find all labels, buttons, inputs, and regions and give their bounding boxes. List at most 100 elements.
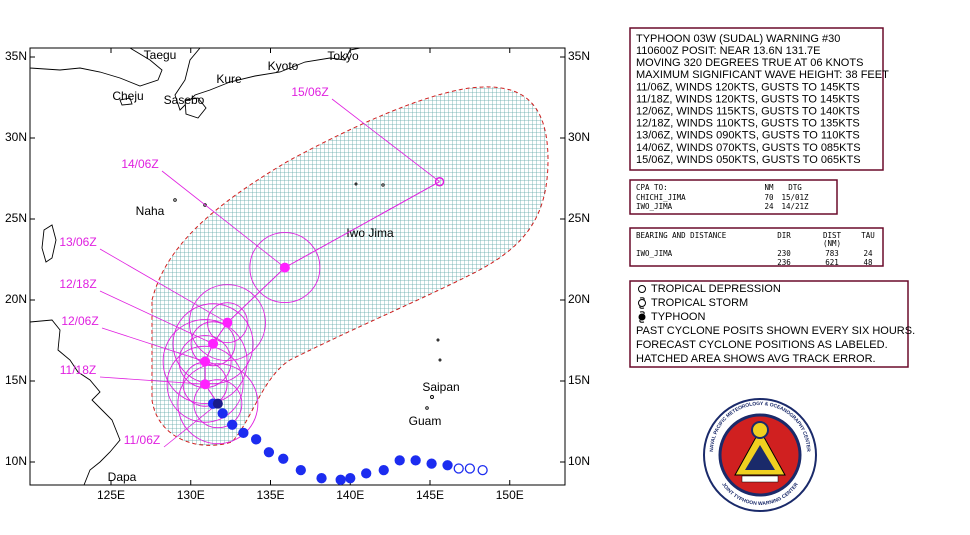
warning-line: 110600Z POSIT: NEAR 13.6N 131.7E: [636, 45, 820, 57]
lat-label: 20N: [568, 292, 590, 306]
legend-box: [629, 280, 909, 368]
forecast-label: 12/06Z: [61, 314, 98, 328]
lat-label: 25N: [5, 211, 27, 225]
cpa-cell: CHICHI_JIMA: [636, 193, 686, 202]
place-name: Saipan: [422, 380, 459, 394]
past-position: [394, 455, 405, 466]
forecast-label: 11/18Z: [60, 363, 96, 377]
forecast-position: [200, 379, 211, 390]
place-name: Iwo Jima: [346, 226, 394, 240]
lat-label: 30N: [5, 130, 27, 144]
map: [30, 48, 565, 485]
bearing-cell: 783: [825, 249, 839, 258]
leader-line: [99, 248, 228, 324]
past-position: [426, 458, 437, 469]
forecast-label: 12/18Z: [59, 277, 96, 291]
place-name: Guam: [409, 414, 442, 428]
lat-label: 25N: [568, 211, 590, 225]
wind-radius: [188, 284, 266, 362]
past-position: [442, 460, 453, 471]
past-position: [477, 464, 488, 476]
leader-line: [99, 290, 214, 345]
bearing-header: TAU: [861, 231, 875, 240]
lon-label: 130E: [177, 488, 205, 502]
warning-line: TYPHOON 03W (SUDAL) WARNING #30: [636, 33, 840, 45]
place-name: Kure: [216, 72, 242, 86]
past-position: [238, 427, 249, 438]
legend-symbols: [638, 285, 646, 323]
land: [30, 48, 442, 485]
forecast-position: [208, 338, 219, 349]
bearing-cell: 230: [777, 249, 791, 258]
map-frame: [29, 47, 566, 486]
legend-note: HATCHED AREA SHOWS AVG TRACK ERROR.: [636, 353, 876, 365]
bearing-header: DIST: [823, 231, 842, 240]
lon-label: 140E: [336, 488, 364, 502]
warning-line: 12/18Z, WINDS 110KTS, GUSTS TO 135KTS: [636, 118, 860, 130]
forecast-label: 15/06Z: [291, 85, 328, 99]
warning-line: MAXIMUM SIGNIFICANT WAVE HEIGHT: 38 FEET: [636, 69, 889, 81]
bearing-header: DIR: [777, 231, 791, 240]
forecast-label: 13/06Z: [59, 235, 96, 249]
wind-radius: [172, 303, 254, 385]
past-position: [335, 474, 346, 485]
past-position: [227, 419, 238, 430]
past-position: [464, 463, 476, 474]
past-position: [453, 463, 464, 474]
cpa-cell: 70: [764, 193, 774, 202]
forecast-position: [434, 176, 445, 187]
lat-label: 35N: [568, 49, 590, 63]
lat-label: 10N: [568, 454, 590, 468]
leader-line: [331, 98, 440, 183]
warning-line: 11/18Z, WINDS 120KTS, GUSTS TO 145KTS: [636, 93, 860, 105]
past-position: [378, 464, 389, 476]
place-name: Kyoto: [268, 59, 299, 73]
wind-radius: [193, 379, 243, 429]
lat-label: 15N: [568, 373, 590, 387]
warning-line: MOVING 320 DEGREES TRUE AT 06 KNOTS: [636, 57, 863, 69]
warning-line: 12/06Z, WINDS 115KTS, GUSTS TO 140KTS: [636, 106, 860, 118]
legend-item: TYPHOON: [651, 311, 705, 323]
forecast-label: 11/06Z: [124, 433, 160, 447]
past-position: [217, 408, 228, 419]
lon-label: 125E: [97, 488, 125, 502]
place-name: Tokyo: [327, 49, 359, 63]
past-position: [250, 434, 262, 445]
cpa-cell: 15/01Z: [781, 193, 809, 202]
bearing-cell: 24: [863, 249, 873, 258]
lat-label: 15N: [5, 373, 27, 387]
past-position: [316, 473, 327, 484]
bearing-cell: 236: [777, 258, 791, 267]
past-position: [361, 468, 372, 479]
legend-item: TROPICAL STORM: [651, 297, 748, 309]
forecast-position: [279, 262, 290, 273]
past-position: [345, 473, 356, 484]
lon-label: 145E: [416, 488, 444, 502]
place-name: Dapa: [108, 470, 137, 484]
cpa-cell: 24: [764, 202, 774, 211]
place-name: Naha: [136, 204, 165, 218]
forecast-label: 14/06Z: [121, 157, 158, 171]
warning-box: [629, 27, 884, 171]
wind-radius: [162, 319, 248, 405]
wind-radius: [190, 321, 236, 367]
wind-radius: [177, 363, 259, 445]
place-name: Cheju: [112, 89, 143, 103]
legend-note: FORECAST CYCLONE POSITIONS AS LABELED.: [636, 339, 888, 351]
place-name: Taegu: [144, 48, 177, 62]
bearing-box: [629, 227, 884, 267]
lon-label: 150E: [496, 488, 524, 502]
past-position: [410, 455, 421, 466]
cpa-header: CPA TO:: [636, 183, 668, 192]
warning-line: 11/06Z, WINDS 120KTS, GUSTS TO 145KTS: [636, 81, 860, 93]
bearing-cell: 48: [863, 258, 873, 267]
cpa-header: NM: [764, 183, 774, 192]
place-name: Sasebo: [164, 93, 205, 107]
bearing-cell: IWO_JIMA: [636, 249, 673, 258]
logo: [703, 398, 817, 512]
wind-radius: [249, 232, 321, 304]
lat-label: 30N: [568, 130, 590, 144]
wind-radius: [166, 345, 244, 423]
leader-line: [101, 327, 206, 362]
